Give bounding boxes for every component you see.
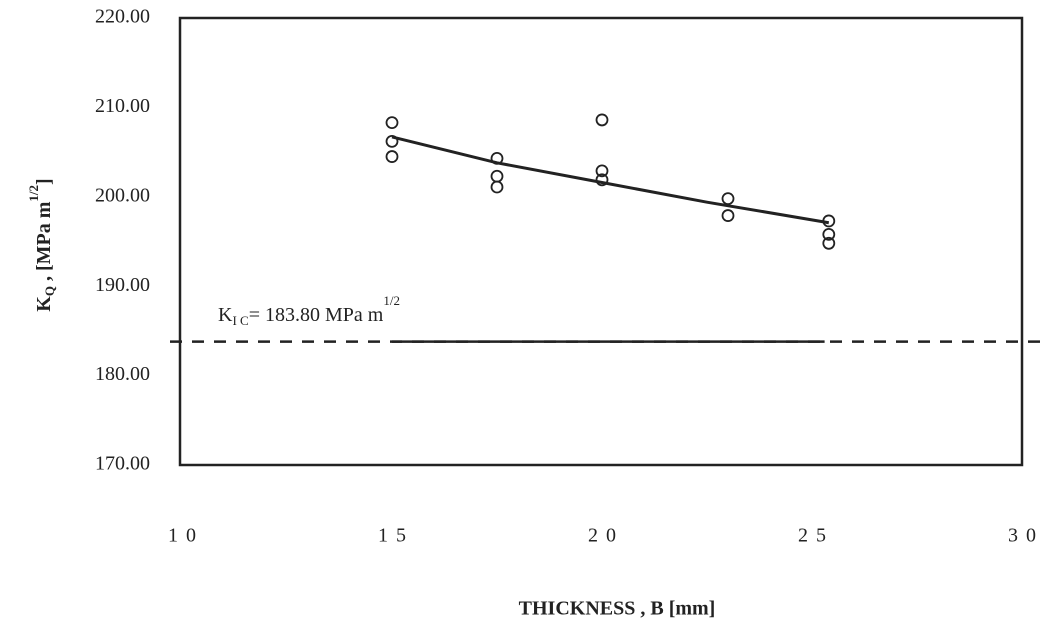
data-point	[387, 117, 398, 128]
y-tick-label: 210.00	[95, 95, 150, 117]
data-point	[597, 174, 608, 185]
data-point	[723, 210, 734, 221]
data-point	[492, 181, 503, 192]
x-tick-label: 25	[798, 525, 834, 547]
data-point	[387, 136, 398, 147]
y-tick-label: 220.00	[95, 6, 150, 28]
data-point	[723, 193, 734, 204]
y-label-rest: , [MPa m	[33, 201, 55, 286]
x-tick-label: 15	[378, 525, 414, 547]
annotation-text: = 183.80 MPa m	[249, 304, 384, 326]
annotation-sub: I C	[232, 313, 248, 328]
annotation-main: K	[218, 304, 233, 326]
trend-line	[392, 137, 829, 223]
x-axis-title: THICKNESS , B [mm]	[519, 598, 716, 620]
data-point	[823, 238, 834, 249]
x-tick-label: 30	[1008, 525, 1044, 547]
y-axis-title-text: KQ , [MPa m1/2]	[26, 178, 57, 311]
y-tick-label: 200.00	[95, 184, 150, 206]
annotation-sup: 1/2	[383, 293, 400, 308]
y-label-sub: Q	[42, 286, 57, 296]
plot-frame	[180, 18, 1022, 465]
y-tick-label: 180.00	[95, 363, 150, 385]
data-point	[597, 114, 608, 125]
chart: THICKNESS , B [mm] KQ , [MPa m1/2] KI C=…	[0, 0, 1049, 628]
kic-annotation: KI C= 183.80 MPa m1/2	[218, 293, 400, 328]
x-tick-label: 20	[588, 525, 624, 547]
data-point	[387, 151, 398, 162]
y-label-sup: 1/2	[26, 185, 41, 202]
y-label-main: K	[33, 296, 55, 312]
data-point	[823, 215, 834, 226]
y-axis-title: KQ , [MPa m1/2]	[26, 178, 57, 311]
data-point	[492, 171, 503, 182]
y-tick-label: 170.00	[95, 453, 150, 475]
data-point	[492, 153, 503, 164]
y-tick-label: 190.00	[95, 274, 150, 296]
y-label-end: ]	[33, 178, 55, 185]
x-tick-label: 10	[168, 525, 204, 547]
